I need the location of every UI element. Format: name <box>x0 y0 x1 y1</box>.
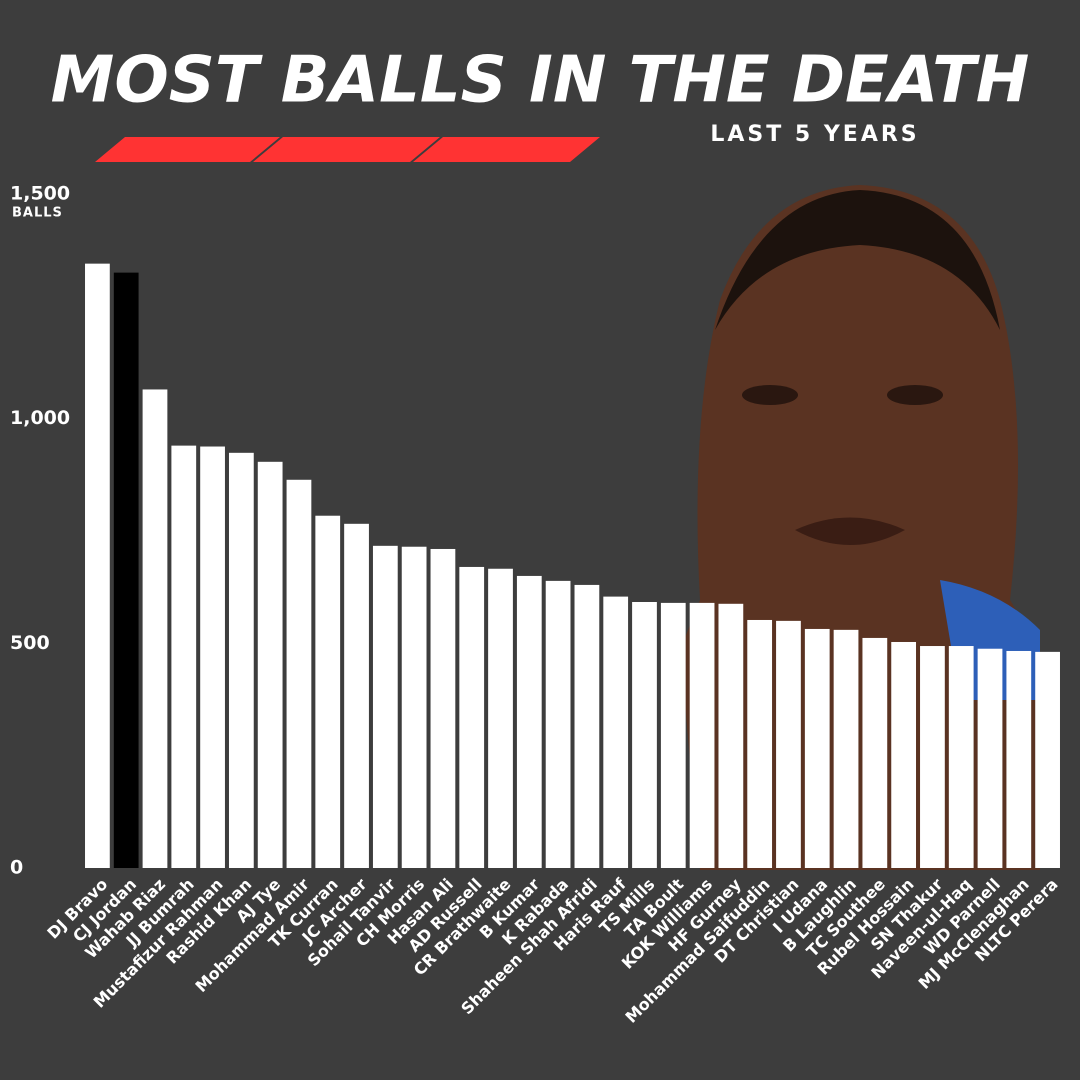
bar <box>920 646 945 868</box>
bar <box>862 637 888 868</box>
bar <box>545 580 571 868</box>
bar <box>200 446 225 868</box>
bar <box>372 545 398 868</box>
bar <box>804 628 830 868</box>
bar <box>689 602 715 868</box>
bar <box>948 646 974 868</box>
bar <box>401 546 427 868</box>
bar <box>315 515 341 868</box>
chart-subtitle: LAST 5 YEARS <box>710 122 919 147</box>
y-tick-label: 0 <box>10 857 23 879</box>
bar <box>833 629 859 868</box>
bar <box>257 461 283 868</box>
bar <box>488 568 513 868</box>
bar <box>516 575 542 868</box>
y-tick-label: 1,000 <box>10 407 70 429</box>
bar <box>286 479 312 868</box>
bar <box>85 263 110 868</box>
bar <box>142 389 168 868</box>
bar <box>459 566 485 868</box>
bar <box>660 602 686 868</box>
red-stripe <box>95 137 600 162</box>
bar <box>718 603 744 868</box>
bar <box>747 619 773 868</box>
bar <box>776 620 801 868</box>
chart-title: MOST BALLS IN THE DEATH <box>51 44 1030 118</box>
bar <box>344 523 369 868</box>
bar <box>1035 651 1060 868</box>
bar <box>1006 650 1032 868</box>
y-tick-label: 1,500 <box>10 183 70 205</box>
bar <box>228 452 254 868</box>
bar <box>977 648 1003 868</box>
bar <box>632 601 657 868</box>
y-tick-label: 500 <box>10 632 50 654</box>
bar <box>171 445 197 868</box>
y-axis-label: BALLS <box>12 206 63 221</box>
bar <box>113 272 139 869</box>
bar <box>603 596 629 868</box>
bar <box>891 641 917 868</box>
bar <box>430 548 456 868</box>
bar <box>574 584 600 868</box>
